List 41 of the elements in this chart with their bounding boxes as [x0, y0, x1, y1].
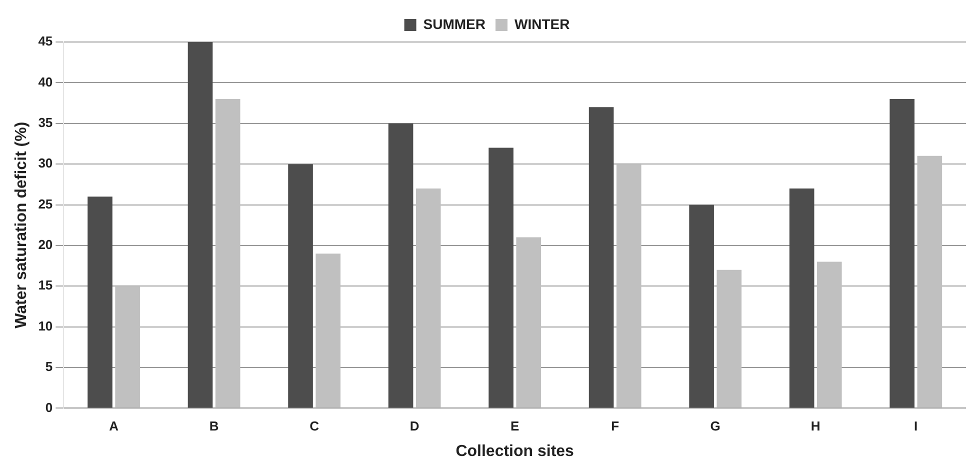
y-tick-label: 25 — [38, 196, 53, 212]
y-tick-label: 0 — [45, 400, 53, 415]
x-tick-label: E — [510, 418, 520, 434]
bar — [789, 188, 814, 408]
bar — [588, 107, 614, 408]
x-tick-label: A — [109, 418, 120, 434]
bar — [816, 262, 842, 408]
y-tick-label: 5 — [45, 359, 53, 374]
bar — [416, 188, 441, 408]
x-tick-label: F — [611, 418, 620, 434]
y-tick-label: 40 — [38, 74, 53, 90]
x-tick-label: C — [310, 418, 320, 434]
bar — [890, 98, 914, 408]
y-tick-label: 20 — [38, 237, 53, 252]
bar — [188, 42, 213, 408]
x-tick-label: I — [914, 418, 918, 434]
legend-label: WINTER — [514, 16, 570, 32]
y-tick-label: 10 — [38, 318, 53, 334]
bar — [115, 286, 140, 408]
bar — [689, 204, 714, 408]
bar — [516, 237, 542, 408]
x-axis-title: Collection sites — [456, 442, 574, 460]
y-tick-label: 35 — [38, 114, 53, 130]
bar — [488, 148, 514, 408]
bar — [917, 156, 942, 408]
bar — [215, 98, 240, 408]
y-tick-label: 30 — [38, 156, 53, 171]
y-axis-title: Water saturation deficit (%) — [13, 122, 30, 328]
bar — [388, 123, 414, 408]
x-tick-label: H — [810, 418, 820, 434]
bar — [616, 164, 642, 408]
bar — [88, 196, 112, 408]
x-tick-label: G — [710, 418, 720, 434]
x-tick-label: D — [410, 418, 420, 434]
y-tick-label: 15 — [38, 278, 53, 293]
bar — [716, 270, 742, 408]
x-tick-label: B — [209, 418, 219, 434]
y-tick-label: 45 — [38, 34, 53, 49]
bar — [316, 254, 341, 408]
legend-label: SUMMER — [423, 16, 486, 32]
bar — [288, 164, 313, 408]
